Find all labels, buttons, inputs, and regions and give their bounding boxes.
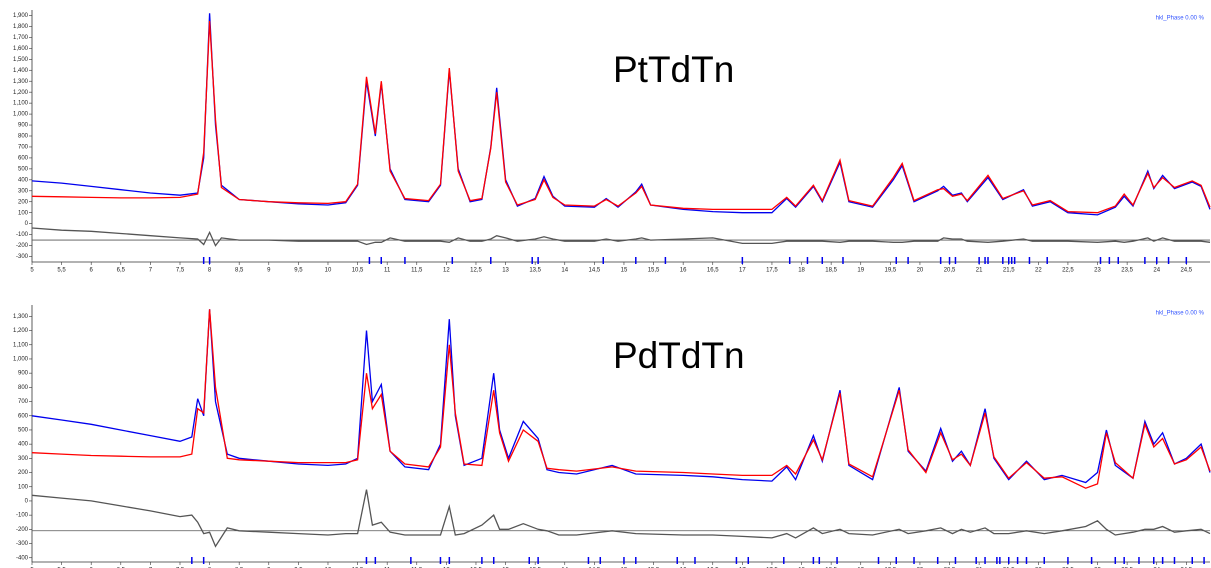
y-tick-label: -100 xyxy=(16,513,29,519)
y-tick-label: 500 xyxy=(18,166,29,172)
y-tick-label: 300 xyxy=(18,456,29,462)
x-tick-label: 19 xyxy=(857,268,864,274)
y-tick-label: 100 xyxy=(18,484,29,490)
x-tick-label: 5 xyxy=(30,268,34,274)
x-tick-label: 20,5 xyxy=(944,268,956,274)
x-tick-label: 16,5 xyxy=(707,268,719,274)
y-tick-label: 1,000 xyxy=(13,357,29,363)
y-tick-label: 100 xyxy=(18,210,29,216)
y-tick-label: 600 xyxy=(18,155,29,161)
x-tick-label: 6 xyxy=(90,268,94,274)
x-tick-label: 24,5 xyxy=(1180,268,1192,274)
y-tick-label: 1,000 xyxy=(13,112,29,118)
y-tick-label: -200 xyxy=(16,527,29,533)
x-tick-label: 21 xyxy=(976,268,983,274)
y-tick-label: 700 xyxy=(18,399,29,405)
y-tick-label: 900 xyxy=(18,371,29,377)
x-tick-label: 18,5 xyxy=(825,268,837,274)
y-tick-label: 0 xyxy=(25,221,29,227)
y-tick-label: 700 xyxy=(18,145,29,151)
phase-label: hkl_Phase 0.00 % xyxy=(1156,16,1205,22)
series-line xyxy=(31,227,1211,247)
y-tick-label: -300 xyxy=(16,541,29,547)
y-tick-label: -200 xyxy=(16,243,29,249)
y-tick-label: 300 xyxy=(18,188,29,194)
x-tick-label: 22 xyxy=(1035,268,1042,274)
x-tick-label: 8,5 xyxy=(235,268,244,274)
x-tick-label: 8 xyxy=(208,268,212,274)
y-tick-label: 1,600 xyxy=(13,46,29,52)
y-tick-label: 1,200 xyxy=(13,90,29,96)
y-tick-label: 400 xyxy=(18,177,29,183)
sample-label: PtTdTn xyxy=(613,49,734,90)
x-tick-label: 7 xyxy=(149,268,153,274)
y-tick-label: 800 xyxy=(18,385,29,391)
x-tick-label: 9,5 xyxy=(294,268,303,274)
y-tick-label: 1,400 xyxy=(13,68,29,74)
x-tick-label: 11,5 xyxy=(411,268,423,274)
x-tick-label: 15,5 xyxy=(648,268,660,274)
x-tick-label: 23 xyxy=(1094,268,1101,274)
x-tick-label: 10 xyxy=(325,268,332,274)
x-tick-label: 22,5 xyxy=(1062,268,1074,274)
y-tick-label: 1,100 xyxy=(13,101,29,107)
y-tick-label: 800 xyxy=(18,134,29,140)
y-tick-label: 1,300 xyxy=(13,79,29,85)
x-tick-label: 10,5 xyxy=(352,268,364,274)
sample-label: PdTdTn xyxy=(613,335,745,376)
y-tick-label: 600 xyxy=(18,413,29,419)
y-tick-label: 1,900 xyxy=(13,13,29,19)
y-tick-label: -400 xyxy=(16,555,29,561)
x-tick-label: 9 xyxy=(267,268,271,274)
y-tick-label: 500 xyxy=(18,428,29,434)
y-tick-label: 900 xyxy=(18,123,29,129)
x-tick-label: 19,5 xyxy=(884,268,896,274)
x-tick-label: 18 xyxy=(798,268,805,274)
y-tick-label: 200 xyxy=(18,470,29,476)
y-tick-label: 1,500 xyxy=(13,57,29,63)
x-tick-label: 17 xyxy=(739,268,746,274)
x-tick-label: 14,5 xyxy=(589,268,601,274)
x-tick-label: 14 xyxy=(561,268,568,274)
x-tick-label: 12 xyxy=(443,268,450,274)
y-tick-label: 1,100 xyxy=(13,342,29,348)
x-tick-label: 7,5 xyxy=(176,268,185,274)
y-tick-label: 0 xyxy=(25,499,29,505)
y-tick-label: 1,200 xyxy=(13,328,29,334)
y-tick-label: 400 xyxy=(18,442,29,448)
x-tick-label: 23,5 xyxy=(1121,268,1133,274)
y-tick-label: 200 xyxy=(18,199,29,205)
x-tick-label: 15 xyxy=(621,268,628,274)
series-line xyxy=(31,489,1211,548)
x-tick-label: 11 xyxy=(384,268,391,274)
x-tick-label: 13,5 xyxy=(529,268,541,274)
x-tick-label: 24 xyxy=(1153,268,1160,274)
x-tick-label: 12,5 xyxy=(470,268,482,274)
x-tick-label: 20 xyxy=(917,268,924,274)
y-tick-label: 1,800 xyxy=(13,24,29,30)
series-line xyxy=(31,20,1211,214)
x-tick-label: 5,5 xyxy=(57,268,66,274)
x-tick-label: 6,5 xyxy=(117,268,126,274)
series-line xyxy=(31,309,1211,489)
y-tick-label: -100 xyxy=(16,232,29,238)
x-tick-label: 16 xyxy=(680,268,687,274)
y-tick-label: 1,300 xyxy=(13,314,29,320)
y-tick-label: 1,700 xyxy=(13,35,29,41)
x-tick-label: 17,5 xyxy=(766,268,778,274)
y-tick-label: -300 xyxy=(16,254,29,260)
x-tick-label: 21,5 xyxy=(1003,268,1015,274)
x-tick-label: 13 xyxy=(502,268,509,274)
phase-label: hkl_Phase 0.00 % xyxy=(1156,311,1205,317)
